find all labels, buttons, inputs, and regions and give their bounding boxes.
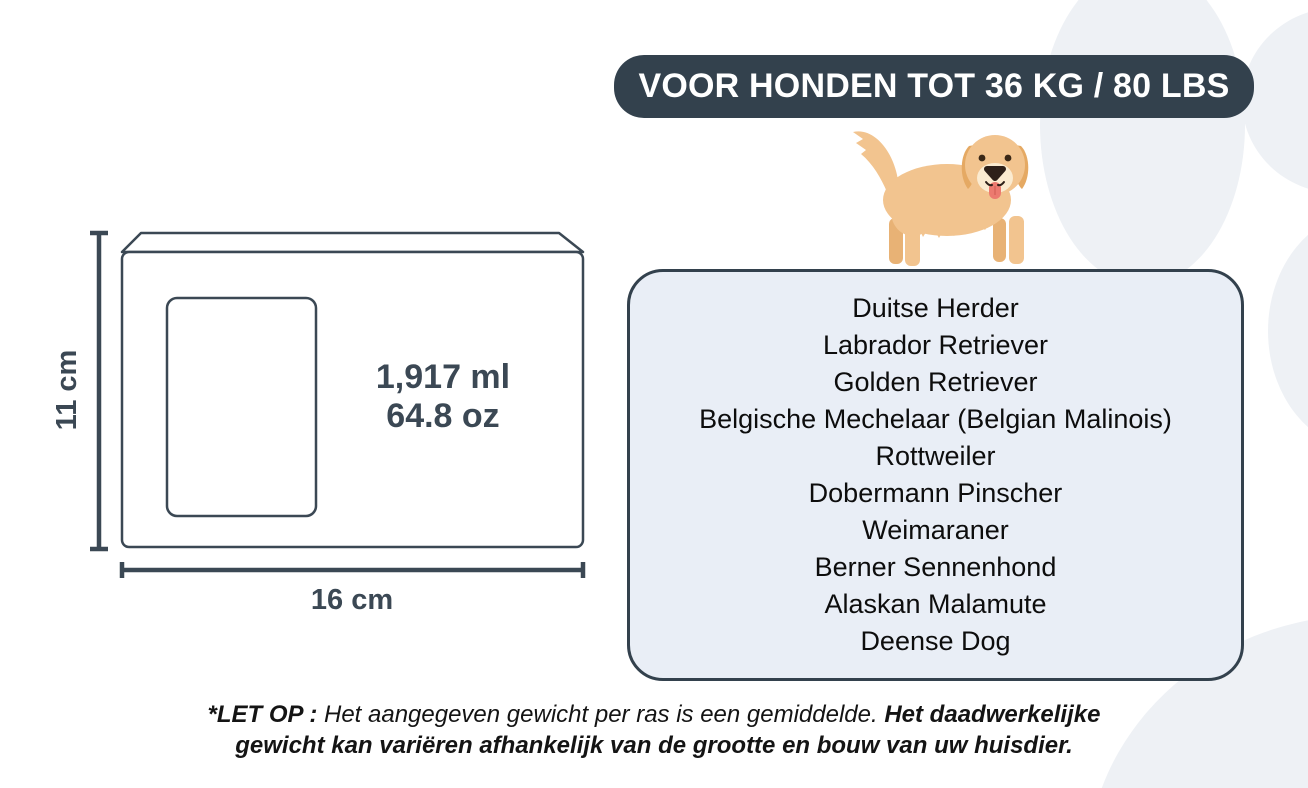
breed-list-item: Golden Retriever [833,367,1038,397]
paw-print-toe-icon [1242,8,1308,193]
disclaimer-note: *LET OP : Het aangegeven gewicht per ras… [174,699,1134,761]
breed-list-item: Alaskan Malamute [824,589,1047,619]
dog-mouth [985,181,1005,187]
breed-list-item: Rottweiler [875,441,996,471]
header-title: VOOR HONDEN TOT 36 KG / 80 LBS [638,67,1230,105]
breed-list-item: Deense Dog [860,626,1011,656]
height-label: 11 cm [51,350,83,431]
height-dimension-line [90,230,108,552]
breed-list: Duitse Herder Labrador Retriever Golden Re… [630,290,1241,660]
note-bold-text: Het daadwerkelijke gewicht kan variëren … [235,701,1101,759]
dimension-diagram: 11 cm 16 cm 1,917 ml 64.8 oz [51,230,586,616]
dog-hip [891,188,935,236]
breed-list-item: Belgische Mechelaar (Belgian Malinois) [699,404,1172,434]
note-prefix: *LET OP : [207,701,324,728]
dog-eye [978,154,986,162]
breed-list-item: Labrador Retriever [822,330,1049,360]
dog-leg [993,218,1006,262]
box-top-face [120,231,585,254]
dog-nose [984,166,1006,181]
golden-retriever-illustration [853,131,1029,266]
volume-ml-label: 1,917 ml [376,358,510,396]
breed-list-item: Dobermann Pinscher [808,478,1063,508]
breed-list-item: Berner Sennenhond [814,552,1057,582]
dog-tail [853,131,899,192]
paw-print-toe-icon [1268,212,1308,450]
volume-oz-label: 64.8 oz [386,397,499,435]
breed-list-box: Duitse Herder Labrador Retriever Golden Re… [627,269,1244,681]
box-window [165,296,318,518]
breed-list-item: Weimaraner [862,515,1009,545]
paw-print-toe-icon [1040,0,1245,285]
breed-list-item: Duitse Herder [852,293,1019,323]
dog-eye [1004,154,1012,162]
note-regular-text: Het aangegeven gewicht per ras is een ge… [323,701,885,728]
header-banner: VOOR HONDEN TOT 36 KG / 80 LBS [614,55,1254,118]
dog-leg [1009,216,1024,264]
width-label: 16 cm [311,584,393,616]
width-dimension-line [119,562,586,578]
